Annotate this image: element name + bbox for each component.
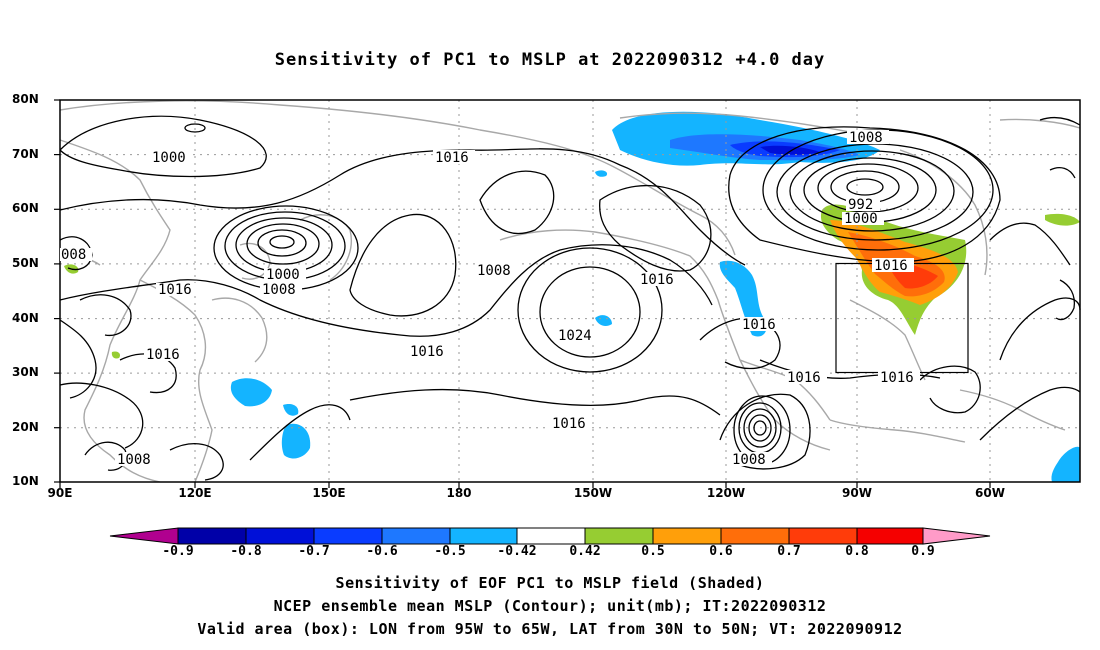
colorbar-label: -0.8: [230, 544, 262, 559]
contour-label: 1016: [410, 344, 444, 360]
contour-label: 992: [848, 197, 873, 213]
colorbar-label: -0.5: [434, 544, 466, 559]
lat-label: 80N: [12, 92, 39, 106]
grid: [60, 100, 1080, 482]
lon-label: 120E: [178, 486, 212, 500]
map-title: Sensitivity of PC1 to MSLP at 2022090312…: [274, 50, 826, 70]
lat-label: 20N: [12, 420, 39, 434]
lat-label: 30N: [12, 365, 39, 379]
contour-label: 1016: [552, 416, 586, 432]
contour-label: 1016: [640, 272, 674, 288]
lat-label: 50N: [12, 256, 39, 270]
contour-label: 1024: [558, 328, 592, 344]
colorbar-label: -0.7: [298, 544, 330, 559]
plot-frame: [59, 99, 1081, 483]
contour-label: 1016: [146, 347, 180, 363]
contour-label: 1008: [477, 263, 511, 279]
colorbar-label: 0.6: [709, 544, 733, 559]
contour-label: 1000: [844, 211, 878, 227]
colorbar-label: 0.7: [777, 544, 801, 559]
contour-label: 1000: [266, 267, 300, 283]
lon-label: 120W: [706, 486, 746, 500]
contour-label: 1008: [732, 452, 766, 468]
caption-line-3: Valid area (box): LON from 95W to 65W, L…: [197, 620, 903, 638]
lon-label: 60W: [975, 486, 1005, 500]
colorbar-label: 0.42: [569, 544, 601, 559]
lon-label: 150E: [312, 486, 346, 500]
contour-label: 1016: [158, 282, 192, 298]
colorbar-label: -0.42: [497, 544, 537, 559]
contour-label: 1016: [874, 258, 908, 274]
contour-label: 1016: [435, 150, 469, 166]
caption-line-2: NCEP ensemble mean MSLP (Contour); unit(…: [273, 597, 827, 615]
lon-label: 90W: [842, 486, 872, 500]
lat-label: 40N: [12, 311, 39, 325]
colorbar-label: 0.5: [641, 544, 665, 559]
colorbar-label: 0.9: [911, 544, 935, 559]
lat-label: 10N: [12, 474, 39, 488]
lon-label: 90E: [47, 486, 73, 500]
contour-label: 1016: [880, 370, 914, 386]
contour-label: 1016: [787, 370, 821, 386]
contour-label: 1016: [742, 317, 776, 333]
contour-label: 1000: [152, 150, 186, 166]
lon-label: 180: [446, 486, 472, 500]
lon-label: 150W: [573, 486, 613, 500]
contour-label: 1008: [262, 282, 296, 298]
caption-line-1: Sensitivity of EOF PC1 to MSLP field (Sh…: [335, 574, 765, 592]
colorbar-label: -0.6: [366, 544, 398, 559]
contour-label: 1008: [849, 130, 883, 146]
colorbar: [109, 527, 991, 545]
contour-label: 008: [61, 247, 86, 263]
lat-label: 70N: [12, 147, 39, 161]
colorbar-label: -0.9: [162, 544, 194, 559]
contour-label: 1008: [117, 452, 151, 468]
colorbar-label: 0.8: [845, 544, 869, 559]
mslp-contours: [59, 115, 1081, 481]
lat-label: 60N: [12, 201, 39, 215]
